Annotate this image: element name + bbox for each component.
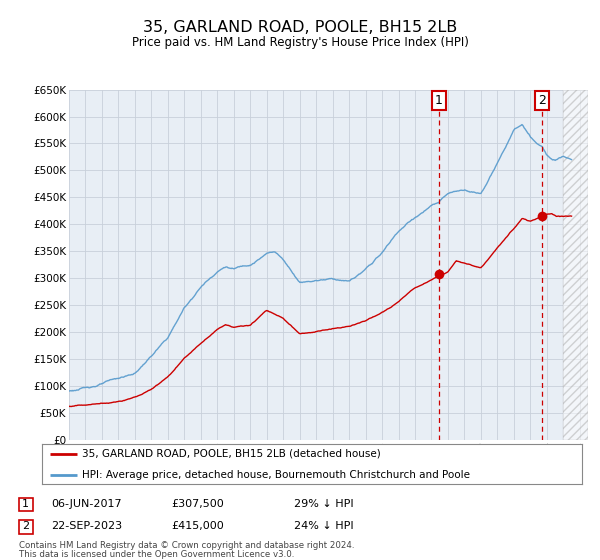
Text: 24% ↓ HPI: 24% ↓ HPI bbox=[294, 521, 353, 531]
Text: 35, GARLAND ROAD, POOLE, BH15 2LB (detached house): 35, GARLAND ROAD, POOLE, BH15 2LB (detac… bbox=[83, 449, 381, 459]
Text: £415,000: £415,000 bbox=[171, 521, 224, 531]
Text: 29% ↓ HPI: 29% ↓ HPI bbox=[294, 499, 353, 509]
Text: HPI: Average price, detached house, Bournemouth Christchurch and Poole: HPI: Average price, detached house, Bour… bbox=[83, 470, 470, 480]
Text: Contains HM Land Registry data © Crown copyright and database right 2024.: Contains HM Land Registry data © Crown c… bbox=[19, 542, 355, 550]
Text: 1: 1 bbox=[435, 94, 443, 107]
Text: 2: 2 bbox=[538, 94, 546, 107]
Text: £307,500: £307,500 bbox=[171, 499, 224, 509]
Text: 1: 1 bbox=[22, 499, 29, 509]
Bar bbox=[563, 90, 588, 440]
Text: 06-JUN-2017: 06-JUN-2017 bbox=[51, 499, 122, 509]
Text: 35, GARLAND ROAD, POOLE, BH15 2LB: 35, GARLAND ROAD, POOLE, BH15 2LB bbox=[143, 20, 457, 35]
Text: 2: 2 bbox=[22, 521, 29, 531]
Text: 22-SEP-2023: 22-SEP-2023 bbox=[51, 521, 122, 531]
Text: This data is licensed under the Open Government Licence v3.0.: This data is licensed under the Open Gov… bbox=[19, 550, 295, 559]
Text: Price paid vs. HM Land Registry's House Price Index (HPI): Price paid vs. HM Land Registry's House … bbox=[131, 36, 469, 49]
